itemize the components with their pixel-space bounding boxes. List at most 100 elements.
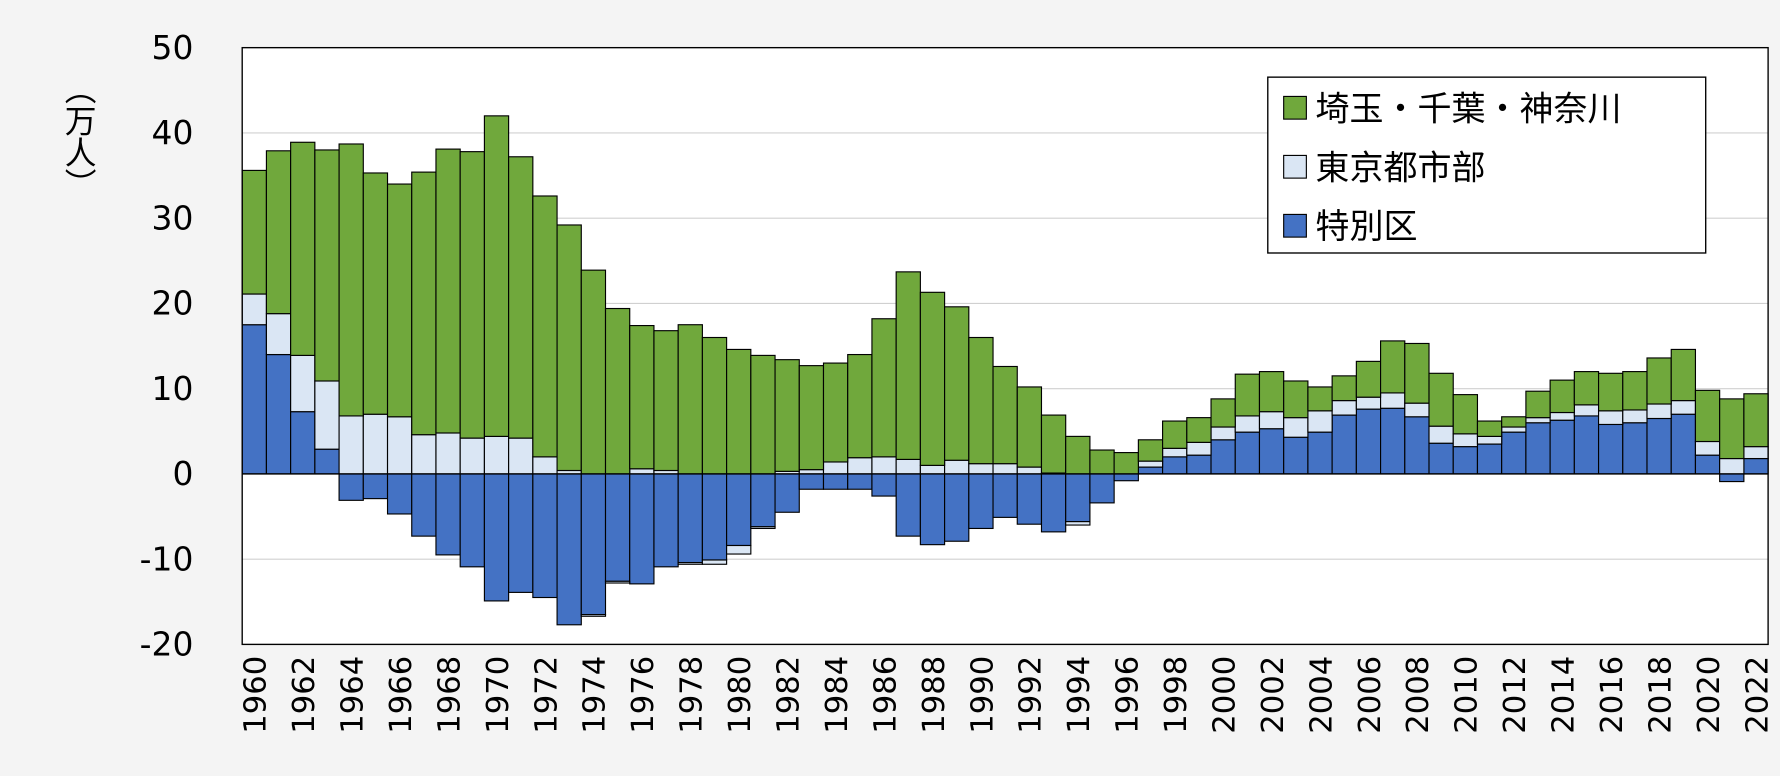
y-tick-label: 0	[172, 454, 193, 493]
bars	[241, 115, 1769, 626]
bar	[508, 156, 534, 439]
bar	[822, 461, 849, 475]
bar	[1355, 360, 1382, 398]
bar	[435, 432, 461, 475]
x-tick-label: 1964	[336, 656, 371, 734]
x-tick-label: 2016	[1595, 656, 1630, 734]
bar	[919, 291, 946, 466]
bar	[338, 143, 364, 417]
x-tick-label: 1974	[578, 656, 613, 734]
bar	[1283, 436, 1309, 475]
bar	[580, 613, 607, 617]
bar	[290, 141, 316, 356]
bar	[1380, 340, 1406, 394]
bar	[1428, 442, 1454, 475]
x-tick-label: 2012	[1498, 656, 1533, 734]
x-tick-label: 2022	[1740, 656, 1775, 734]
bar	[483, 473, 510, 602]
bar	[1258, 428, 1285, 475]
x-tick-label: 2008	[1401, 656, 1436, 734]
bar	[265, 313, 292, 356]
legend-box	[1267, 76, 1707, 254]
bar	[701, 336, 728, 475]
bar	[944, 306, 970, 461]
bar	[314, 149, 340, 382]
legend-swatch	[1283, 95, 1307, 120]
bar	[290, 354, 316, 413]
bar	[1234, 373, 1261, 417]
bar	[411, 473, 437, 537]
bar	[726, 544, 752, 555]
bar	[1283, 417, 1309, 438]
bar	[1743, 457, 1769, 475]
bar	[1719, 398, 1745, 460]
x-tick-label: 2018	[1643, 656, 1678, 734]
bar	[435, 473, 461, 556]
bar	[1501, 416, 1527, 428]
bar	[774, 359, 800, 472]
bar	[1573, 371, 1600, 406]
bar	[871, 318, 897, 458]
bar	[1258, 371, 1285, 413]
bar	[435, 148, 461, 434]
bar	[895, 473, 921, 537]
x-tick-label: 1970	[481, 656, 516, 734]
bar	[1331, 375, 1357, 402]
bar	[1476, 443, 1503, 475]
bar	[1283, 380, 1309, 419]
bar	[1743, 446, 1769, 460]
bar	[362, 172, 389, 415]
bar	[1162, 447, 1188, 458]
bar	[1501, 431, 1527, 475]
bar	[1549, 419, 1575, 475]
bar	[532, 195, 558, 458]
x-tick-label: 1980	[723, 656, 758, 734]
bar	[508, 473, 534, 593]
bar	[1016, 473, 1043, 525]
bar	[677, 324, 703, 475]
bar	[1597, 423, 1624, 475]
bar	[362, 473, 389, 500]
y-tick-label: 40	[152, 113, 194, 152]
bar	[1016, 386, 1043, 468]
legend-label: 特別区	[1315, 207, 1417, 247]
x-tick-label: 1968	[432, 656, 467, 734]
bar	[919, 464, 946, 475]
bar	[386, 473, 413, 515]
bar	[241, 169, 267, 295]
bar	[1743, 393, 1769, 448]
bar	[1404, 402, 1430, 418]
x-tick-label: 1996	[1111, 656, 1146, 734]
bar	[1670, 400, 1697, 415]
bar	[314, 380, 340, 450]
bar	[411, 434, 437, 475]
bar	[1719, 473, 1745, 483]
bar	[968, 473, 994, 530]
bar	[750, 473, 776, 528]
bar	[1380, 392, 1406, 409]
bar	[1065, 435, 1091, 475]
bar	[1646, 403, 1672, 420]
bar	[1646, 357, 1672, 405]
legend-swatch	[1283, 213, 1307, 238]
x-tick-label: 1994	[1062, 656, 1097, 734]
bar	[701, 559, 728, 565]
bar	[822, 473, 849, 490]
bar	[386, 416, 413, 475]
bar	[1646, 417, 1672, 475]
x-tick-label: 1978	[675, 656, 710, 734]
bar	[750, 354, 776, 475]
bar	[895, 458, 921, 475]
bar	[798, 365, 825, 471]
bar	[629, 468, 655, 475]
bar	[604, 473, 631, 582]
bar	[919, 473, 946, 546]
bar	[459, 437, 485, 475]
bar	[774, 473, 800, 513]
bar	[629, 324, 655, 470]
y-axis-label: （万人）	[60, 73, 97, 200]
y-tick-label: 50	[152, 28, 194, 67]
bar	[1428, 425, 1454, 444]
